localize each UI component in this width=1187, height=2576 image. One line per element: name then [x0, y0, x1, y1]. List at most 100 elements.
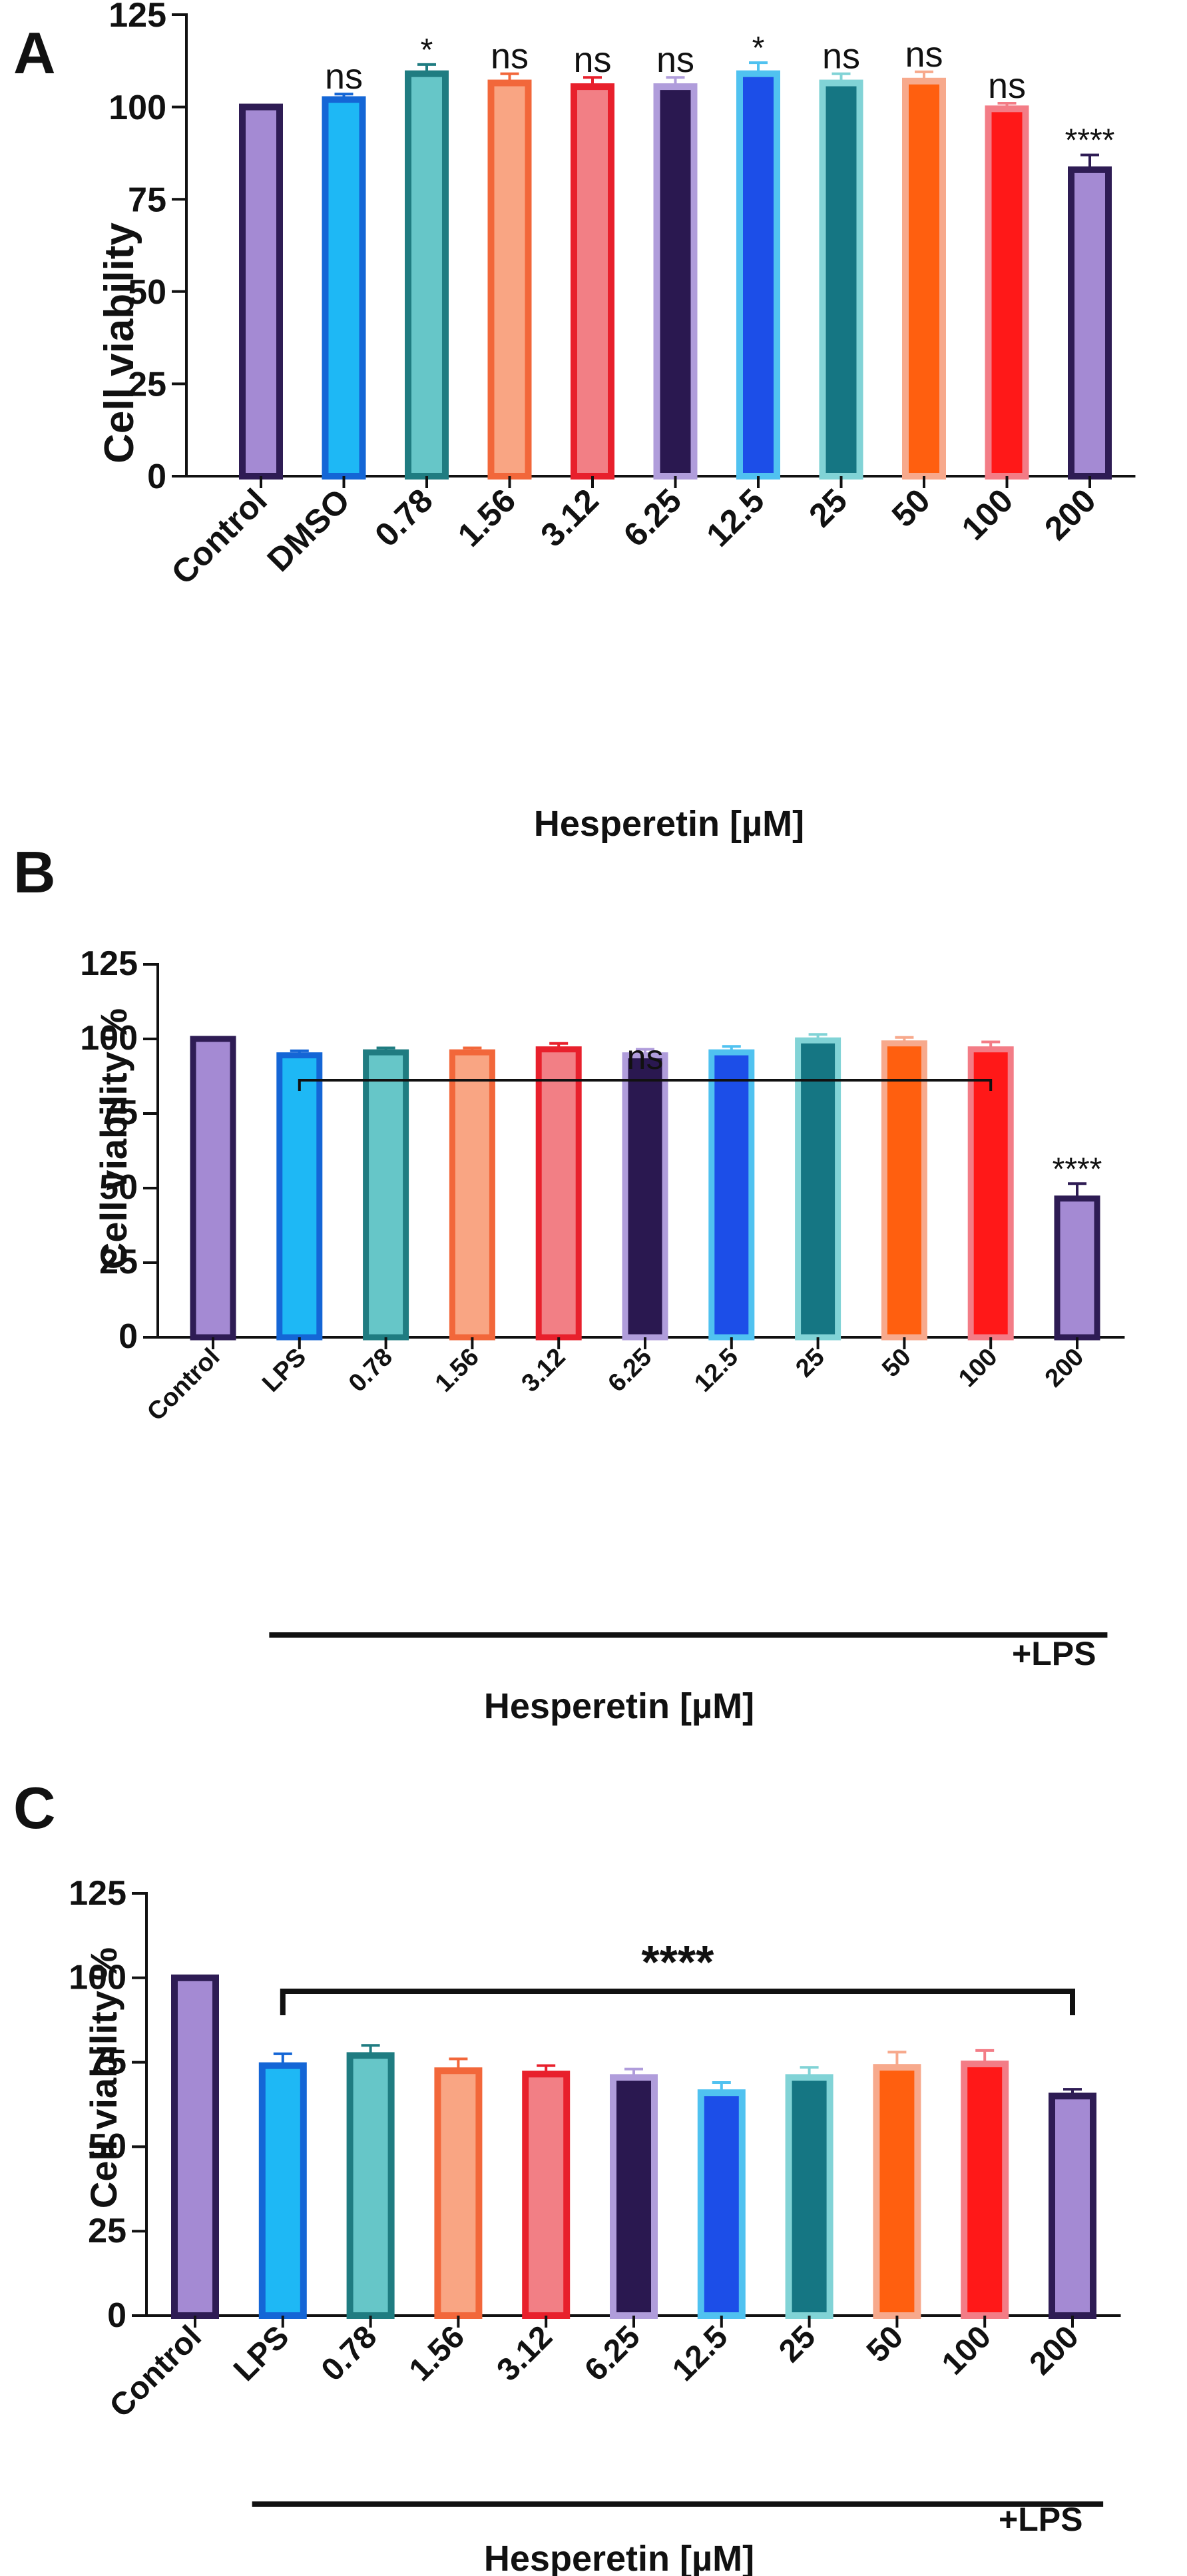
panel-b-letter: B	[13, 839, 56, 905]
panel-c-bar	[610, 2074, 658, 2320]
panel-c-x-tick-label: LPS	[227, 2319, 296, 2388]
panel-b-y-tick-label: 75	[99, 1094, 138, 1132]
panel-c-y-tick-label: 75	[88, 2043, 126, 2081]
panel-a-significance-label: ns	[822, 37, 860, 77]
panel-a-significance-label: ns	[325, 57, 363, 97]
panel-a-x-tick-label: 6.25	[616, 482, 688, 553]
panel-a-significance-label: ns	[491, 37, 529, 77]
panel-b-bar	[449, 1049, 495, 1341]
panel-a-x-tick-label: 100	[955, 482, 1021, 547]
panel-c-bar	[258, 2062, 307, 2320]
panel-c-y-tick-label: 100	[69, 1959, 126, 1997]
panel-a-significance-label: *	[421, 33, 433, 68]
panel-a-y-tick-label: 100	[109, 89, 166, 127]
panel-c-x-tick-label: 50	[860, 2319, 910, 2369]
panel-c-y-tick-label: 125	[69, 1874, 126, 1913]
panel-c-bar	[961, 2061, 1009, 2319]
panel-c-y-tick-label: 50	[88, 2127, 126, 2166]
panel-a-bar	[736, 70, 780, 480]
panel-c-x-tick-label: 12.5	[666, 2319, 735, 2388]
panel-b-bar	[276, 1052, 323, 1341]
panel-b-bracket-label: ns	[627, 1038, 664, 1077]
panel-b-bar	[795, 1037, 841, 1341]
panel-b-y-tick-label: 25	[99, 1243, 138, 1281]
panel-a-bar	[1068, 166, 1112, 480]
panel-c-x-tick-label: 100	[935, 2319, 998, 2382]
panel-c-y-tick-label: 0	[107, 2296, 126, 2335]
panel-c-bar	[434, 2067, 483, 2320]
panel-a-x-tick-label: 0.78	[367, 482, 439, 553]
panel-a-y-tick-label: 50	[128, 273, 166, 312]
panel-a-x-tick-label: 200	[1037, 482, 1103, 547]
panel-b-y-axis-title: Cell viability %	[93, 1008, 134, 1269]
panel-a-significance-label: ns	[656, 40, 694, 80]
panel-c-lps-label: +LPS	[999, 2501, 1082, 2538]
panel-b-x-axis-title: Hesperetin [µM]	[484, 1686, 754, 1726]
panel-a-y-tick-label: 75	[128, 180, 166, 219]
panel-b-significance-label: ****	[1053, 1151, 1102, 1187]
panel-b-x-tick-label: 25	[790, 1343, 830, 1383]
panel-a-bar	[322, 96, 366, 480]
panel-b-x-tick-label: 100	[953, 1343, 1003, 1393]
panel-a-y-tick-label: 0	[147, 458, 166, 496]
panel-a-bar	[819, 79, 863, 480]
panel-c-x-tick-label: 6.25	[578, 2319, 647, 2388]
panel-a-x-tick-label: 50	[885, 482, 937, 534]
panel-b-y-tick-label: 0	[119, 1317, 138, 1356]
panel-c-bar	[697, 2089, 746, 2320]
panel-c-bar	[873, 2064, 921, 2319]
panel-a-bar	[653, 83, 698, 480]
panel-a-x-tick-label: 1.56	[451, 482, 523, 553]
panel-a-x-axis-title: Hesperetin [µM]	[534, 804, 804, 844]
panel-c-x-tick-label: 200	[1023, 2319, 1086, 2382]
panel-c-bar	[346, 2052, 395, 2320]
panel-b-x-tick-label: 1.56	[430, 1343, 485, 1398]
panel-b-x-tick-label: 200	[1040, 1343, 1090, 1393]
panel-b-lps-label: +LPS	[1012, 1635, 1096, 1672]
panel-c-x-tick-label: 25	[772, 2319, 822, 2369]
panel-a-letter: A	[13, 20, 56, 86]
panel-c-y-tick-label: 25	[88, 2212, 126, 2250]
panel-b-significance-bracket	[298, 1079, 993, 1091]
panel-b-x-tick-label: Control	[142, 1343, 225, 1427]
panel-b-x-tick-label: LPS	[257, 1343, 312, 1398]
panel-a-significance-label: ****	[1065, 123, 1115, 159]
panel-b-bar	[190, 1036, 236, 1341]
panel-a-bar	[571, 83, 614, 480]
panel-a-significance-label: ns	[573, 40, 611, 80]
panel-c-bar	[522, 2071, 571, 2320]
panel-a-significance-label: *	[752, 31, 765, 66]
panel-c-letter: C	[13, 1775, 56, 1841]
panel-a-x-tick-label: 25	[802, 482, 854, 534]
panel-b-bar	[881, 1040, 927, 1341]
panel-c-x-tick-label: Control	[103, 2319, 208, 2424]
panel-c-bar	[1049, 2093, 1096, 2320]
panel-c-x-tick-label: 3.12	[490, 2319, 559, 2388]
panel-c-significance-bracket	[280, 1989, 1075, 2015]
panel-b-bar	[708, 1049, 755, 1341]
panel-a-y-tick-label: 125	[109, 0, 166, 35]
panel-b-x-tick-label: 12.5	[689, 1343, 744, 1398]
panel-c-bar	[785, 2074, 833, 2320]
panel-a-significance-label: ns	[905, 35, 943, 75]
panel-c-x-tick-label: 0.78	[315, 2319, 384, 2388]
panel-c-bar	[171, 1974, 219, 2320]
panel-b-y-tick-label: 125	[80, 944, 138, 983]
panel-b-y-tick-label: 50	[99, 1168, 138, 1207]
panel-a-bar	[239, 103, 283, 480]
panel-a-bar	[985, 105, 1029, 480]
panel-b-bar	[1054, 1195, 1100, 1341]
panel-a-bar	[487, 79, 532, 480]
panel-b-x-tick-label: 0.78	[344, 1343, 398, 1398]
panel-b-bar	[535, 1046, 582, 1341]
panel-a-y-tick-label: 25	[128, 366, 166, 404]
panel-c-x-tick-label: 1.56	[403, 2319, 472, 2388]
panel-a-x-tick-label: DMSO	[260, 482, 357, 579]
panel-a-x-tick-label: 3.12	[533, 482, 605, 553]
panel-a-x-tick-label: Control	[164, 482, 274, 591]
panel-b-bar	[363, 1049, 409, 1341]
panel-a-bar	[405, 70, 449, 480]
panel-b-x-tick-label: 6.25	[602, 1343, 657, 1398]
panel-a-bar	[902, 77, 946, 480]
panel-a-x-tick-label: 12.5	[699, 482, 771, 553]
